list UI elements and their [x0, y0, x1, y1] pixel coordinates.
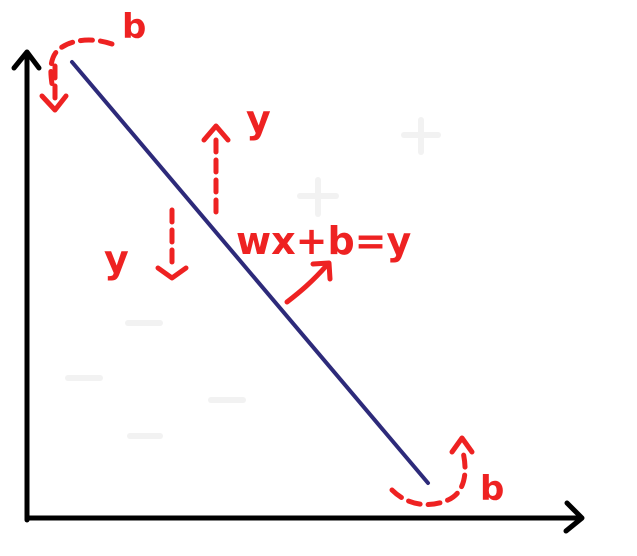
- equation-annotation: wx+b=y: [236, 219, 411, 305]
- axes: [11, 49, 585, 534]
- upper-y-annotation: y: [201, 97, 271, 215]
- y-axis-arrowhead: [11, 49, 42, 71]
- upper-y-label: y: [246, 97, 271, 141]
- top-left-b-annotation: b: [39, 7, 146, 113]
- equation-label: wx+b=y: [236, 219, 411, 263]
- x-axis-arrowhead: [563, 500, 585, 534]
- bottom-right-b-annotation: b: [389, 435, 504, 509]
- lower-y-label: y: [104, 237, 129, 281]
- top-left-b-label: b: [122, 7, 146, 47]
- lower-y-annotation: y: [104, 207, 189, 281]
- bottom-right-b-label: b: [480, 469, 504, 509]
- regression-line: [70, 60, 430, 485]
- faint-background-marks: [65, 117, 441, 439]
